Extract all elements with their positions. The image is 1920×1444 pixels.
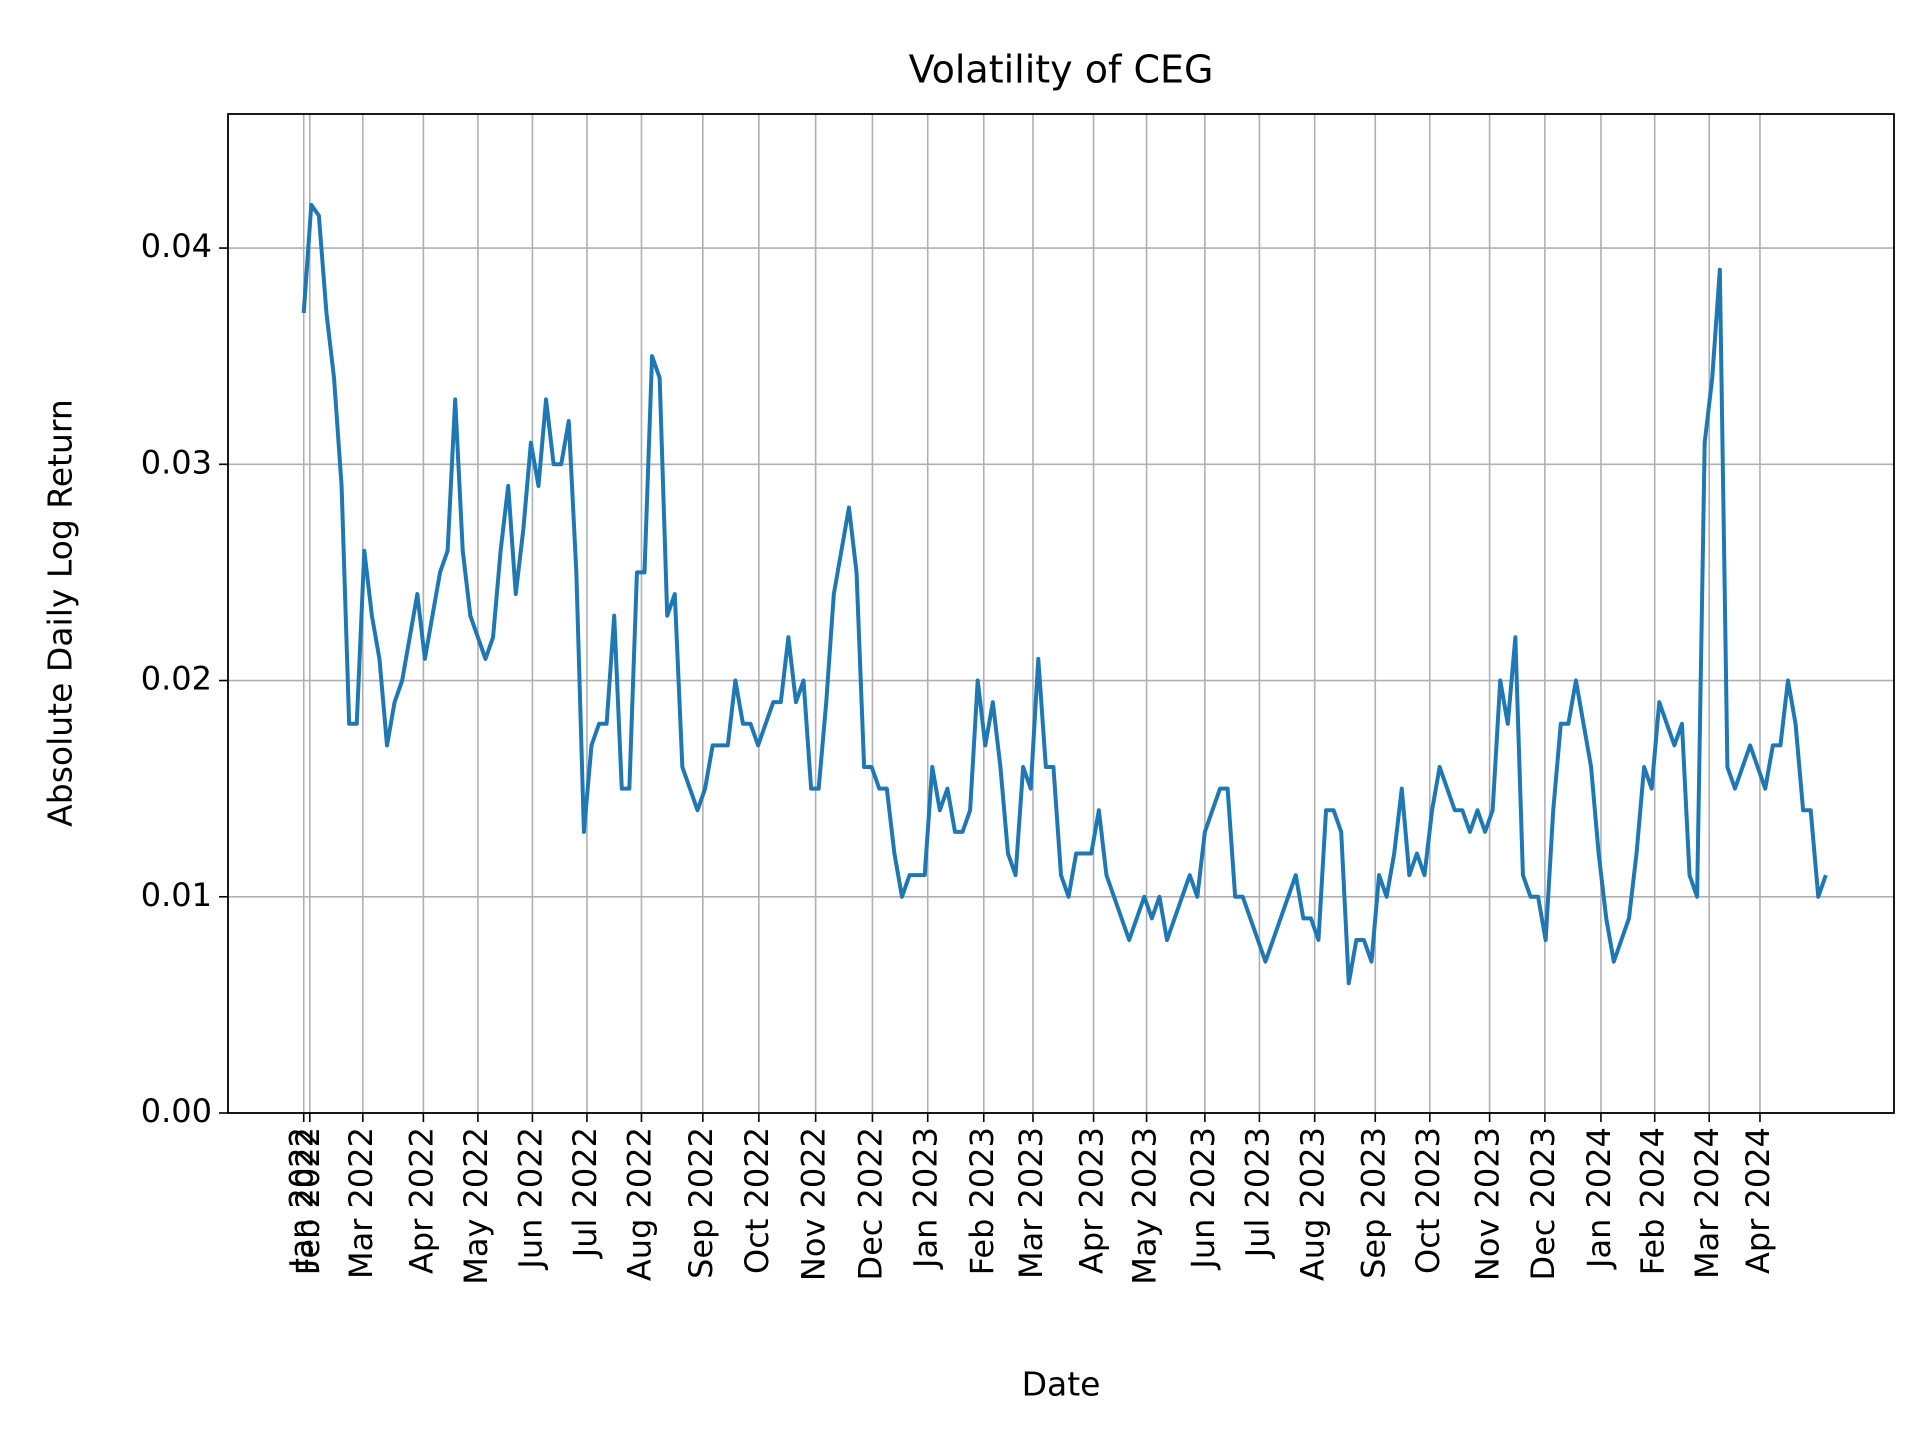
y-tick-label: 0.00 <box>141 1092 212 1130</box>
x-tick-label: Feb 2024 <box>1634 1127 1672 1275</box>
data-line <box>301 202 1828 986</box>
x-tick-label: Apr 2024 <box>1739 1127 1777 1274</box>
x-tick-label: Nov 2022 <box>795 1127 833 1281</box>
x-tick-label: May 2022 <box>457 1127 495 1285</box>
x-tick-label: Jun 2023 <box>1184 1127 1222 1271</box>
x-tick-label: Apr 2022 <box>402 1127 440 1274</box>
x-tick-label: Aug 2023 <box>1294 1127 1332 1281</box>
x-tick-label: Sep 2023 <box>1354 1127 1392 1279</box>
x-tick-label: Feb 2023 <box>963 1127 1001 1275</box>
x-axis-label: Date <box>1022 1365 1101 1404</box>
x-tick-label: Nov 2023 <box>1469 1127 1507 1281</box>
y-tick-label: 0.04 <box>141 227 212 265</box>
x-tick-label: Jan 2023 <box>907 1127 945 1270</box>
y-tick-label: 0.03 <box>141 443 212 481</box>
x-tick-label: Oct 2023 <box>1409 1127 1447 1274</box>
y-tick-label: 0.02 <box>141 660 212 698</box>
x-tick-label: Dec 2023 <box>1524 1127 1562 1281</box>
x-tick-label: Oct 2022 <box>738 1127 776 1274</box>
x-tick-label: Jun 2022 <box>511 1127 549 1271</box>
y-tick-label: 0.01 <box>141 876 212 914</box>
x-tick-label: Apr 2023 <box>1073 1127 1111 1274</box>
x-tick-label: Sep 2022 <box>682 1127 720 1279</box>
x-tick-label: Jul 2023 <box>1238 1127 1276 1259</box>
x-tick-label: Dec 2022 <box>851 1127 889 1281</box>
x-tick-label: Jan 2022 <box>283 1127 321 1270</box>
chart-title: Volatility of CEG <box>909 48 1214 92</box>
x-tick-label: Jul 2022 <box>566 1127 604 1259</box>
y-axis-label: Absolute Daily Log Return <box>41 399 80 827</box>
x-tick-label: Feb 2022 <box>289 1127 327 1275</box>
x-tick-label: Aug 2022 <box>620 1127 658 1281</box>
x-tick-label: May 2023 <box>1126 1127 1164 1285</box>
x-tick-label: Mar 2022 <box>342 1127 380 1279</box>
plot-frame <box>227 113 1895 1114</box>
x-tick-label: Mar 2023 <box>1012 1127 1050 1279</box>
x-tick-label: Mar 2024 <box>1688 1127 1726 1279</box>
x-tick-label: Jan 2024 <box>1580 1127 1618 1270</box>
